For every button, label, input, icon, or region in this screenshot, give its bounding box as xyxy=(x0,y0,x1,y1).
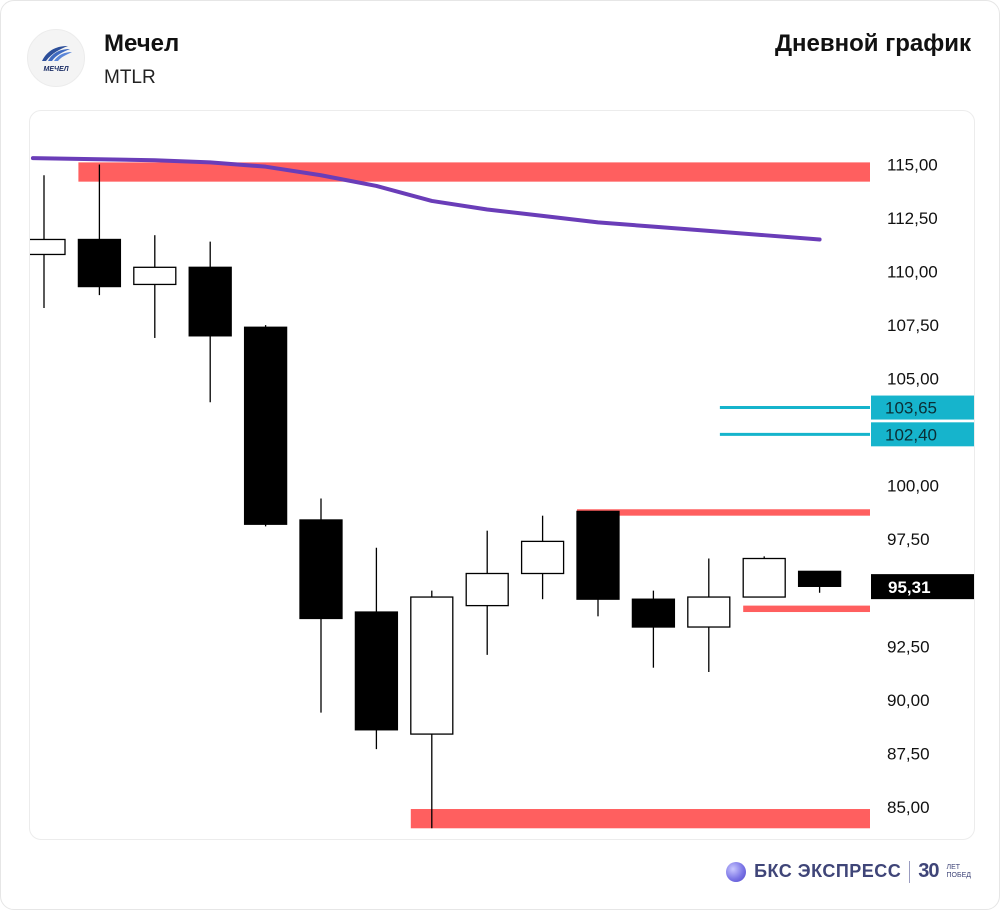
candle-body-1 xyxy=(30,238,66,256)
candle-body-15 xyxy=(797,570,842,587)
y-tick-label-2: 87,50 xyxy=(887,744,930,763)
brand-name: БКС ЭКСПРЕСС xyxy=(754,861,902,881)
y-tick-label-3: 90,00 xyxy=(887,691,930,710)
zone-4 xyxy=(743,605,870,613)
company-logo: МЕЧЕЛ xyxy=(27,29,85,87)
candle-body-8 xyxy=(410,596,454,735)
y-tick-label-10: 107,50 xyxy=(887,316,939,335)
period-label: Дневной график xyxy=(774,30,971,57)
candle-body-4 xyxy=(188,266,232,337)
level-tag-bg-1 xyxy=(871,395,974,420)
y-tick-label-7: 100,00 xyxy=(887,477,939,496)
ticker: MTLR xyxy=(104,67,156,88)
y-tick-label-6: 97,50 xyxy=(887,530,930,549)
brand-years-caption-2: ПОБЕД xyxy=(946,871,971,879)
candle-body-7 xyxy=(354,611,399,731)
candle-body-13 xyxy=(687,596,731,628)
candle-body-14 xyxy=(742,557,786,598)
y-tick-label-12: 112,50 xyxy=(887,209,938,228)
brand-years: 30 xyxy=(918,860,939,882)
y-tick-label-11: 110,00 xyxy=(887,263,938,282)
zone-1 xyxy=(78,162,870,182)
candle-body-5 xyxy=(243,326,288,525)
level-lines: 103,65 102,40 xyxy=(719,395,974,447)
price-axis: 85,00 87,50 90,00 92,50 97,50 100,00 105,00 107… xyxy=(871,156,974,817)
brand-divider xyxy=(909,860,911,883)
candlestick-chart: 103,65 102,40 85,00 87,50 90,00 92,50 97,50 10… xyxy=(30,156,974,829)
candle-body-6 xyxy=(299,519,343,620)
candle-body-11 xyxy=(576,510,620,600)
last-price-tag-label: 95,31 xyxy=(888,578,931,597)
candle-body-12 xyxy=(631,598,676,628)
candles xyxy=(30,164,842,829)
company-name: Мечел xyxy=(104,30,180,57)
brand-years-caption-1: ЛЕТ xyxy=(946,863,961,871)
level-tag-label-1: 103,65 xyxy=(885,399,937,418)
y-tick-label-13: 115,00 xyxy=(887,156,938,175)
level-tag-label-2: 102,40 xyxy=(885,425,937,444)
chart-panel: 103,65 102,40 85,00 87,50 90,00 92,50 97,50 10… xyxy=(29,110,975,840)
candle-body-3 xyxy=(133,266,177,286)
logo-text: МЕЧЕЛ xyxy=(43,66,68,73)
bks-orb-icon xyxy=(726,861,747,882)
candle-body-10 xyxy=(520,540,565,575)
candle-body-2 xyxy=(77,238,122,288)
y-tick-label-9: 105,00 xyxy=(887,370,939,389)
mechel-logo-icon: МЕЧЕЛ xyxy=(42,46,72,73)
brand-years-caption: ЛЕТ ПОБЕД xyxy=(947,864,971,880)
level-tag-bg-2 xyxy=(871,422,974,447)
resistance-support-zones xyxy=(78,162,870,829)
y-tick-label-1: 85,00 xyxy=(887,798,930,817)
moving-average xyxy=(30,156,822,242)
last-price-tag-bg xyxy=(871,574,974,600)
zone-2 xyxy=(410,809,870,829)
moving-average-line xyxy=(30,156,822,242)
y-tick-label-4: 92,50 xyxy=(887,637,930,656)
footer-brand: БКС ЭКСПРЕСС 30 ЛЕТ ПОБЕД xyxy=(726,860,971,883)
zone-3 xyxy=(577,509,870,516)
candle-body-9 xyxy=(465,572,509,607)
